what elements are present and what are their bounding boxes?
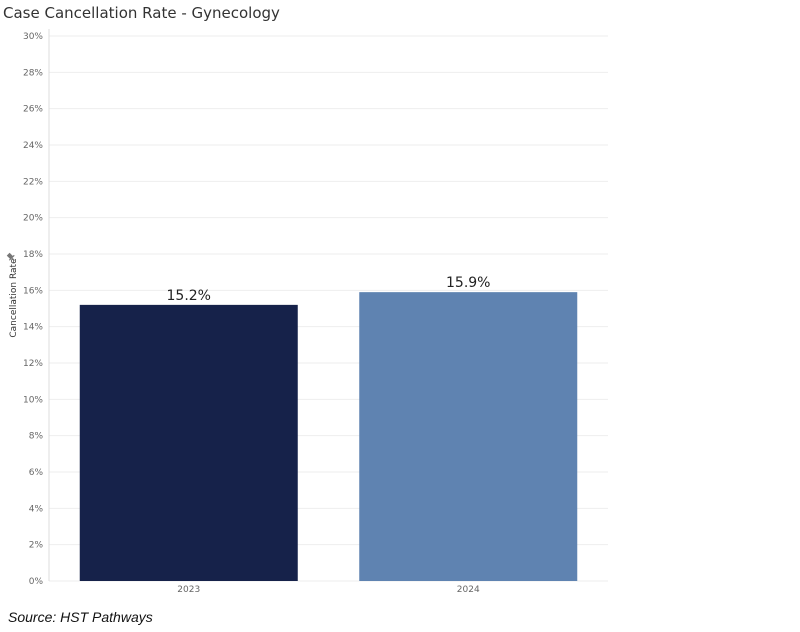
y-tick-label: 30% xyxy=(23,32,43,42)
y-axis-label: Cancellation Rate xyxy=(9,258,19,338)
y-tick-label: 22% xyxy=(23,177,43,187)
data-labels: 15.2% 15.9% xyxy=(167,275,491,304)
y-axis-ticks: 0% 2% 4% 6% 8% 10% 12% 14% 16% 18% 20% 22% 24% 26% 28%… xyxy=(23,32,43,587)
y-tick-label: 28% xyxy=(23,68,43,78)
source-note: Source: HST Pathways xyxy=(8,609,153,625)
y-tick-label: 6% xyxy=(29,468,44,478)
y-tick-label: 20% xyxy=(23,214,43,224)
y-tick-label: 14% xyxy=(23,323,43,333)
y-axis-title: Cancellation Rate xyxy=(9,258,19,338)
y-tick-label: 8% xyxy=(29,432,44,442)
pin-icon[interactable] xyxy=(6,252,17,263)
bar-2023[interactable] xyxy=(79,304,298,581)
y-tick-label: 18% xyxy=(23,250,43,260)
y-tick-label: 26% xyxy=(23,105,43,115)
data-label-2023: 15.2% xyxy=(167,288,211,304)
y-tick-label: 16% xyxy=(23,286,43,296)
gridlines xyxy=(49,35,608,582)
y-tick-label: 0% xyxy=(29,577,44,587)
y-tick-label: 4% xyxy=(29,504,44,514)
y-tick-label: 12% xyxy=(23,359,43,369)
x-tick-label-2023: 2023 xyxy=(177,585,200,595)
x-tick-label-2024: 2024 xyxy=(457,585,480,595)
y-tick-label: 2% xyxy=(29,541,44,551)
data-label-2024: 15.9% xyxy=(446,275,490,291)
chart-title: Case Cancellation Rate - Gynecology xyxy=(3,4,280,22)
y-tick-label: 24% xyxy=(23,141,43,151)
y-tick-label: 10% xyxy=(23,395,43,405)
bars xyxy=(79,292,578,581)
bar-2024[interactable] xyxy=(359,292,578,581)
x-axis-ticks: 2023 2024 xyxy=(177,585,480,595)
